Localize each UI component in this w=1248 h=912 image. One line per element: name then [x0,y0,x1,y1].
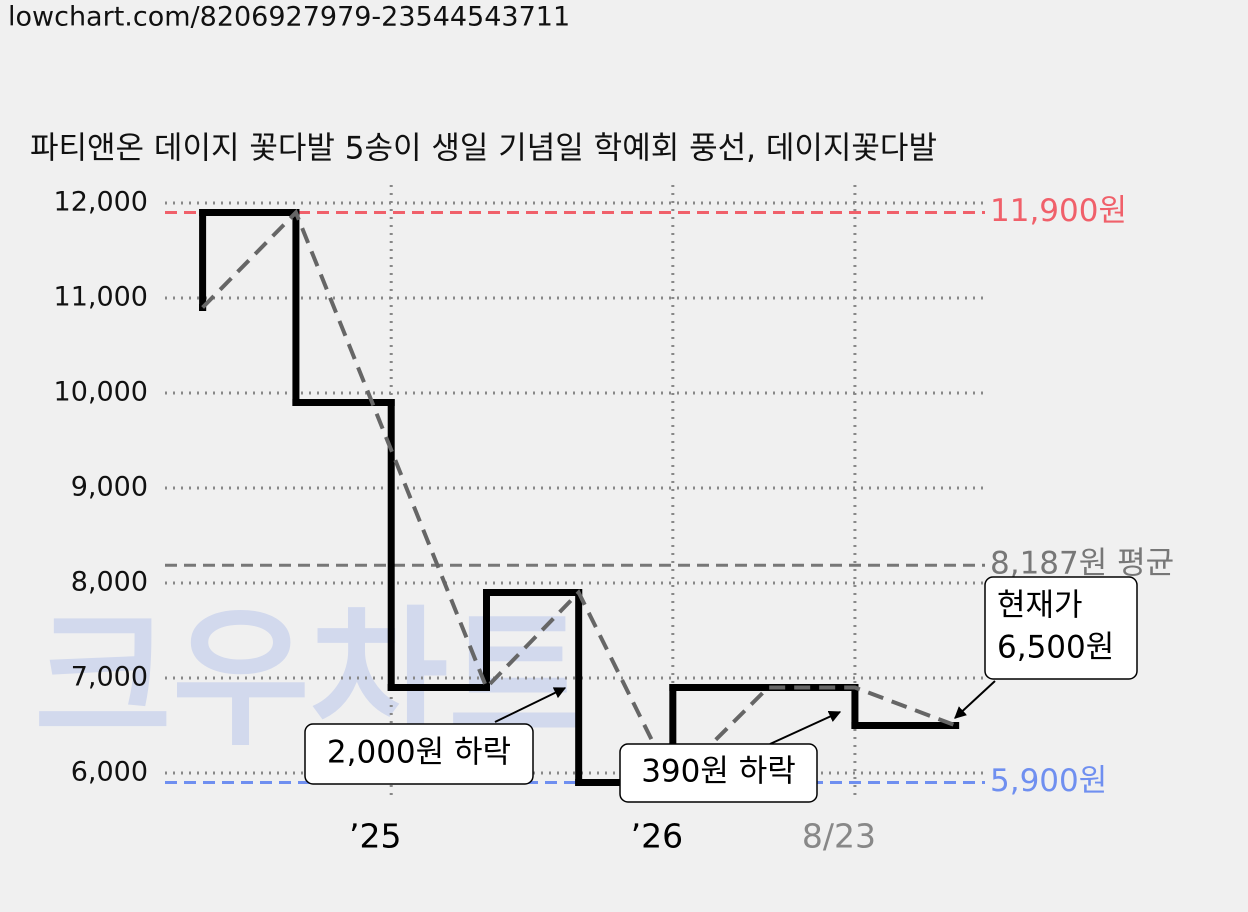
annotation-text: 6,500원 [997,630,1114,666]
annotation-arrow [769,711,842,745]
x-tick-label: ’25 [349,817,401,856]
url: lowchart.com/8206927979-23544543711 [8,2,570,33]
reference-label: 5,900원 [990,763,1107,799]
annotation-text: 2,000원 하락 [327,735,511,771]
y-tick-label: 8,000 [71,567,148,598]
y-tick-label: 7,000 [71,662,148,693]
y-tick-label: 9,000 [71,472,148,503]
y-tick-label: 10,000 [54,377,148,408]
reference-label: 8,187원 평균 [990,546,1174,582]
annotation-arrow [954,680,996,719]
annotation-text: 현재가 [997,588,1083,624]
annotation-arrow [494,687,567,723]
annotation-box [984,576,1138,680]
y-tick-label: 12,000 [54,187,148,218]
annotation-box [304,723,534,785]
trend-line [201,208,957,786]
chart-title: 파티앤온 데이지 꽃다발 5송이 생일 기념일 학예회 풍선, 데이지꽃다발 [30,131,937,167]
x-tick-label: ’26 [631,817,683,856]
reference-label: 11,900원 [990,193,1127,229]
annotation-text: 390원 하락 [641,754,796,790]
annotation-box [619,743,818,803]
y-tick-label: 11,000 [54,282,148,313]
x-tick-label: 8/23 [802,817,876,856]
y-tick-label: 6,000 [71,757,148,788]
